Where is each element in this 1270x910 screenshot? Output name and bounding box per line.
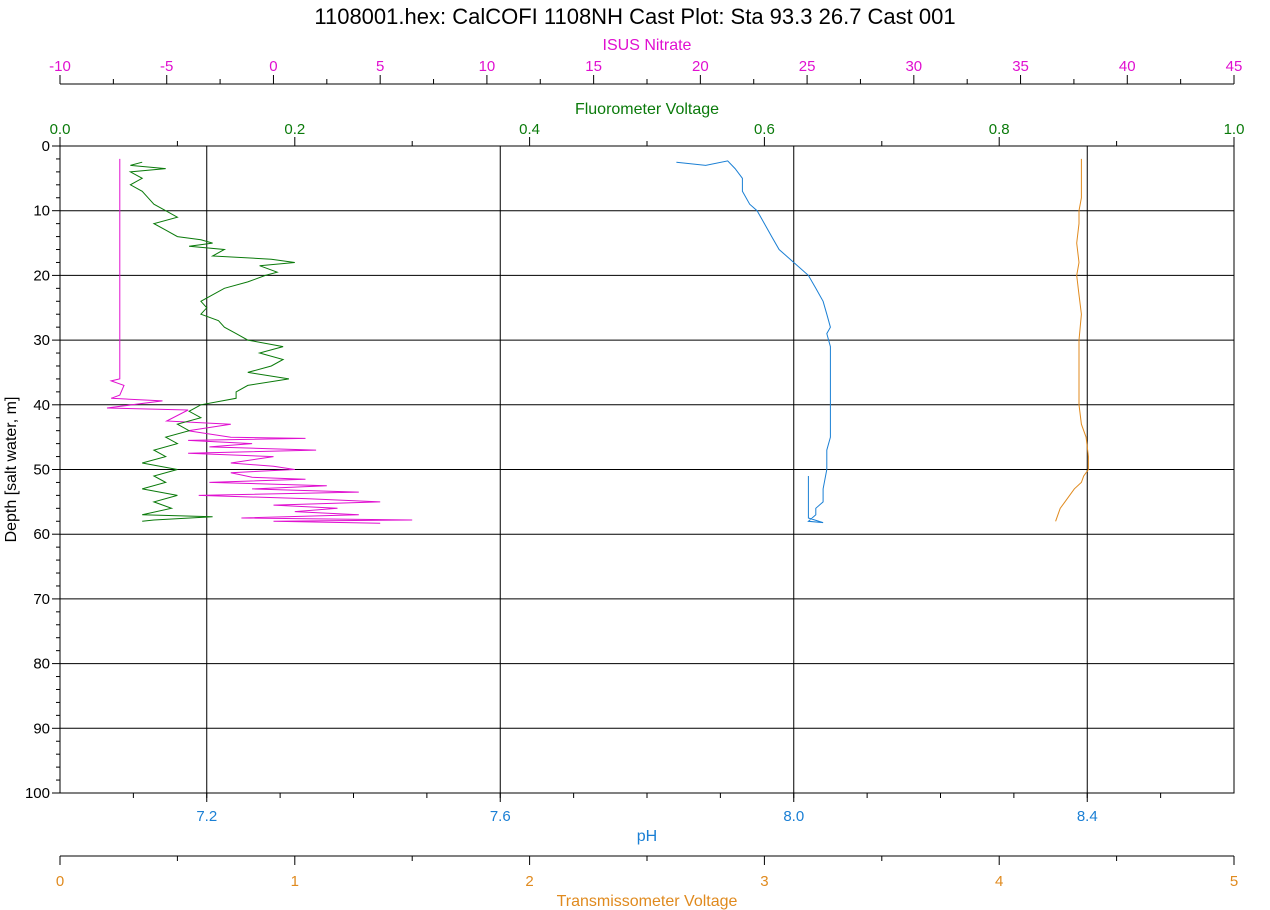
chart-title: 1108001.hex: CalCOFI 1108NH Cast Plot: S…: [314, 4, 955, 29]
depth-tick-label: 0: [42, 138, 50, 155]
nitrate-tick-label: 35: [1012, 58, 1029, 75]
depth-tick-label: 50: [33, 462, 50, 479]
plot-grid: [59, 145, 1235, 794]
ph-tick-label: 8.4: [1077, 808, 1098, 825]
trans-tick-label: 3: [760, 873, 768, 890]
fluor-axis-label: Fluorometer Voltage: [575, 101, 719, 118]
fluor-profile-line: [128, 161, 295, 522]
nitrate-tick-label: -10: [49, 58, 71, 75]
ph-axis: 7.2 7.6 8.0 8.4 pH: [132, 793, 1162, 845]
fluor-tick-label: 0.0: [50, 121, 71, 138]
trans-profile-line: [1055, 158, 1089, 522]
trans-tick-label: 1: [291, 873, 299, 890]
nitrate-tick-label: 15: [585, 58, 602, 75]
trans-tick-label: 4: [995, 873, 1003, 890]
nitrate-tick-label: -5: [160, 58, 173, 75]
trans-tick-label: 0: [56, 873, 64, 890]
depth-tick-label: 40: [33, 397, 50, 414]
ph-tick-label: 7.2: [196, 808, 217, 825]
depth-tick-label: 90: [33, 720, 50, 737]
nitrate-tick-label: 10: [479, 58, 496, 75]
depth-tick-label: 100: [25, 785, 50, 802]
depth-tick-label: 30: [33, 332, 50, 349]
y-axis-label: Depth [salt water, m]: [3, 397, 20, 543]
ph-axis-label: pH: [637, 828, 657, 845]
trans-tick-label: 5: [1230, 873, 1238, 890]
depth-tick-label: 70: [33, 591, 50, 608]
nitrate-profile-line: [106, 158, 413, 524]
fluor-tick-label: 0.4: [519, 121, 540, 138]
fluor-tick-label: 0.8: [989, 121, 1010, 138]
nitrate-tick-label: 0: [269, 58, 277, 75]
nitrate-axis: -10 -5 0 5 10 15 20 25 30 35 40 45 ISUS Nitrate: [49, 37, 1243, 85]
fluor-tick-label: 0.2: [284, 121, 305, 138]
nitrate-tick-label: 20: [692, 58, 709, 75]
fluor-tick-label: 0.6: [754, 121, 775, 138]
depth-tick-label: 20: [33, 267, 50, 284]
plot-series: [106, 158, 1089, 524]
fluor-axis: 0.0 0.2 0.4 0.6 0.8 1.0 Fluorometer Voltage: [50, 101, 1245, 146]
nitrate-tick-label: 25: [799, 58, 816, 75]
fluor-tick-label: 1.0: [1224, 121, 1245, 138]
ph-profile-line: [676, 160, 831, 524]
trans-tick-label: 2: [525, 873, 533, 890]
depth-tick-label: 10: [33, 203, 50, 220]
ph-tick-label: 8.0: [783, 808, 804, 825]
trans-axis: 0 1 2 3 4 5 Transmissometer Voltage: [56, 855, 1238, 910]
trans-axis-label: Transmissometer Voltage: [557, 893, 738, 910]
depth-tick-label: 80: [33, 656, 50, 673]
depth-tick-label: 60: [33, 526, 50, 543]
nitrate-tick-label: 5: [376, 58, 384, 75]
nitrate-tick-label: 45: [1226, 58, 1243, 75]
nitrate-tick-label: 40: [1119, 58, 1136, 75]
ph-tick-label: 7.6: [490, 808, 511, 825]
nitrate-axis-label: ISUS Nitrate: [603, 37, 692, 54]
nitrate-tick-label: 30: [905, 58, 922, 75]
